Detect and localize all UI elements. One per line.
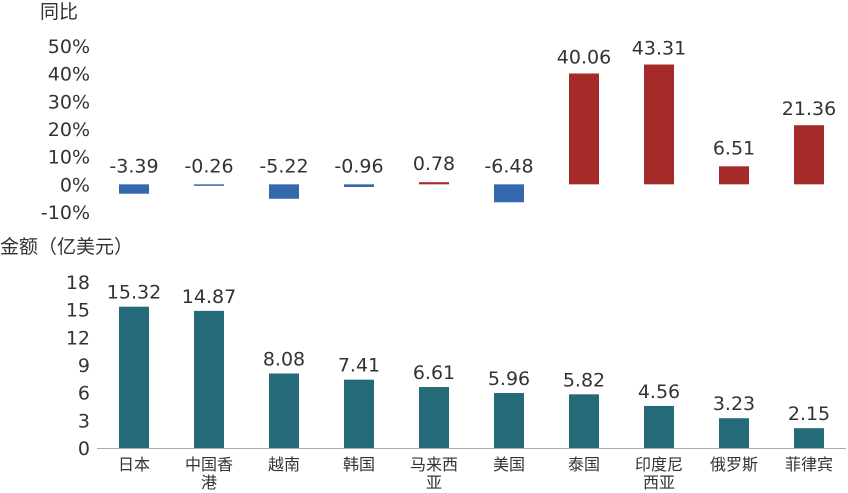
amount-tick-label: 3 bbox=[78, 410, 90, 432]
amount-category-label: 泰国 bbox=[568, 455, 600, 474]
yoy-tick-label: 20% bbox=[48, 119, 90, 141]
amount-category-label: 越南 bbox=[268, 455, 300, 474]
yoy-axis-title: 同比 bbox=[40, 1, 78, 23]
amount-tick-label: 15 bbox=[66, 300, 90, 322]
yoy-value-labels: -3.39 -0.26 -5.22 -0.96 0.78 -6.48 40.06 43.31 6… bbox=[109, 38, 836, 178]
yoy-value-label: 0.78 bbox=[413, 153, 455, 175]
amount-category-label: 韩国 bbox=[343, 455, 375, 474]
amount-category-label: 港 bbox=[201, 473, 217, 492]
amount-bar bbox=[419, 387, 449, 448]
amount-tick-label: 9 bbox=[78, 355, 90, 377]
yoy-value-label: -6.48 bbox=[484, 155, 533, 177]
yoy-tick-label: 30% bbox=[48, 91, 90, 113]
yoy-bar bbox=[794, 125, 824, 185]
amount-bar bbox=[344, 379, 374, 448]
amount-category-label: 菲律宾 bbox=[785, 455, 833, 474]
yoy-tick-label: 50% bbox=[48, 36, 90, 58]
amount-bars bbox=[119, 306, 824, 448]
amount-tick-label: 6 bbox=[78, 383, 90, 405]
amount-bar bbox=[794, 428, 824, 448]
amount-bar bbox=[269, 373, 299, 448]
amount-axis-title: 金额（亿美元） bbox=[0, 236, 133, 258]
yoy-value-label: 6.51 bbox=[713, 137, 755, 159]
yoy-bar bbox=[419, 182, 449, 185]
amount-value-label: 8.08 bbox=[263, 348, 305, 370]
amount-bar bbox=[119, 306, 149, 448]
yoy-bar bbox=[269, 184, 299, 199]
amount-value-labels: 15.32 14.87 8.08 7.41 6.61 5.96 5.82 4.56 3.23 2.… bbox=[107, 282, 830, 425]
amount-category-label: 俄罗斯 bbox=[710, 455, 758, 474]
yoy-tick-label: 10% bbox=[48, 147, 90, 169]
amount-value-label: 15.32 bbox=[107, 282, 161, 304]
yoy-bar bbox=[569, 73, 599, 185]
yoy-value-label: -0.96 bbox=[334, 155, 383, 177]
yoy-value-label: -5.22 bbox=[259, 155, 308, 177]
yoy-bars bbox=[119, 64, 824, 203]
yoy-tick-label: -10% bbox=[41, 202, 90, 224]
amount-bar bbox=[644, 405, 674, 448]
amount-value-label: 5.96 bbox=[488, 368, 530, 390]
amount-category-label: 亚 bbox=[426, 473, 442, 492]
amount-tick-label: 18 bbox=[66, 272, 90, 294]
amount-bar bbox=[569, 394, 599, 448]
yoy-bar bbox=[719, 166, 749, 185]
amount-category-label: 美国 bbox=[493, 455, 525, 474]
yoy-value-label: 43.31 bbox=[632, 38, 686, 60]
amount-tick-label: 0 bbox=[78, 438, 90, 460]
yoy-value-label: -0.26 bbox=[184, 155, 233, 177]
amount-tick-label: 12 bbox=[66, 327, 90, 349]
yoy-value-label: 21.36 bbox=[782, 98, 836, 120]
yoy-tick-label: 0% bbox=[60, 174, 90, 196]
amount-value-label: 5.82 bbox=[563, 369, 605, 391]
yoy-bar bbox=[344, 184, 374, 187]
amount-category-label: 日本 bbox=[118, 455, 150, 474]
amount-category-label: 中国香 bbox=[185, 455, 233, 474]
yoy-value-label: -3.39 bbox=[109, 155, 158, 177]
amount-value-label: 6.61 bbox=[413, 362, 455, 384]
amount-value-label: 3.23 bbox=[713, 393, 755, 415]
amount-bar bbox=[719, 418, 749, 448]
yoy-tick-label: 40% bbox=[48, 64, 90, 86]
amount-chart: 金额（亿美元） 18 15 12 9 6 3 0 15.32 14.87 8.08 7.41 6.6… bbox=[0, 236, 846, 492]
amount-value-label: 2.15 bbox=[788, 403, 830, 425]
amount-y-axis-ticks: 18 15 12 9 6 3 0 bbox=[66, 272, 90, 460]
yoy-chart: 同比 50% 40% 30% 20% 10% 0% -10% -3.39 -0.26 -5.22… bbox=[40, 1, 836, 224]
amount-value-label: 4.56 bbox=[638, 381, 680, 403]
yoy-y-axis-ticks: 50% 40% 30% 20% 10% 0% -10% bbox=[41, 36, 90, 224]
yoy-bar bbox=[194, 184, 224, 186]
amount-value-label: 7.41 bbox=[338, 355, 380, 377]
yoy-bar bbox=[119, 184, 149, 194]
amount-bar bbox=[194, 310, 224, 448]
amount-category-label: 马来西 bbox=[410, 455, 458, 474]
yoy-bar bbox=[494, 184, 524, 203]
amount-category-label: 西亚 bbox=[643, 473, 675, 492]
yoy-bar bbox=[644, 64, 674, 185]
yoy-value-label: 40.06 bbox=[557, 47, 611, 69]
amount-value-label: 14.87 bbox=[182, 286, 236, 308]
amount-category-label: 印度尼 bbox=[635, 455, 683, 474]
amount-bar bbox=[494, 393, 524, 448]
